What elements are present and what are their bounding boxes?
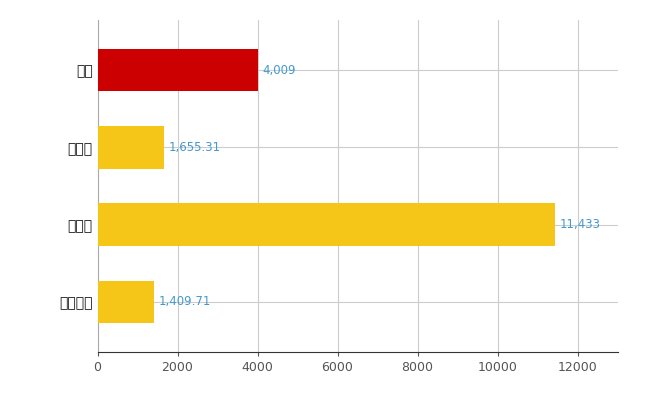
Text: 1,409.71: 1,409.71 [159, 295, 211, 308]
Text: 4,009: 4,009 [263, 64, 296, 77]
Text: 1,655.31: 1,655.31 [168, 141, 220, 154]
Bar [98, 203, 555, 246]
Bar [98, 280, 154, 323]
Text: 11,433: 11,433 [560, 218, 601, 231]
Bar [98, 49, 258, 92]
Bar [98, 126, 164, 169]
